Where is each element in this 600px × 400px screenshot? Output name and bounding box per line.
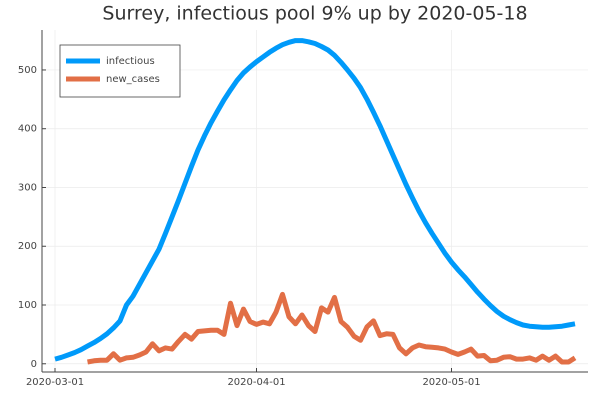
x-tick-label: 2020-04-01 <box>227 377 285 388</box>
y-tick-label: 200 <box>18 241 37 252</box>
legend-box <box>59 44 181 98</box>
legend-label: new_cases <box>106 74 160 85</box>
line-series <box>54 38 576 362</box>
chart-title: Surrey, infectious pool 9% up by 2020-05… <box>102 3 527 25</box>
y-tick-label: 400 <box>18 124 37 135</box>
y-tick-label: 100 <box>18 300 37 311</box>
y-tick-label: 300 <box>18 182 37 193</box>
x-tick-label: 2020-05-01 <box>422 377 480 388</box>
x-tick-label: 2020-03-01 <box>26 377 84 388</box>
legend-label: infectious <box>106 56 155 67</box>
y-tick-label: 0 <box>31 359 37 370</box>
line-series <box>87 291 577 365</box>
y-tick-label: 500 <box>18 65 37 76</box>
